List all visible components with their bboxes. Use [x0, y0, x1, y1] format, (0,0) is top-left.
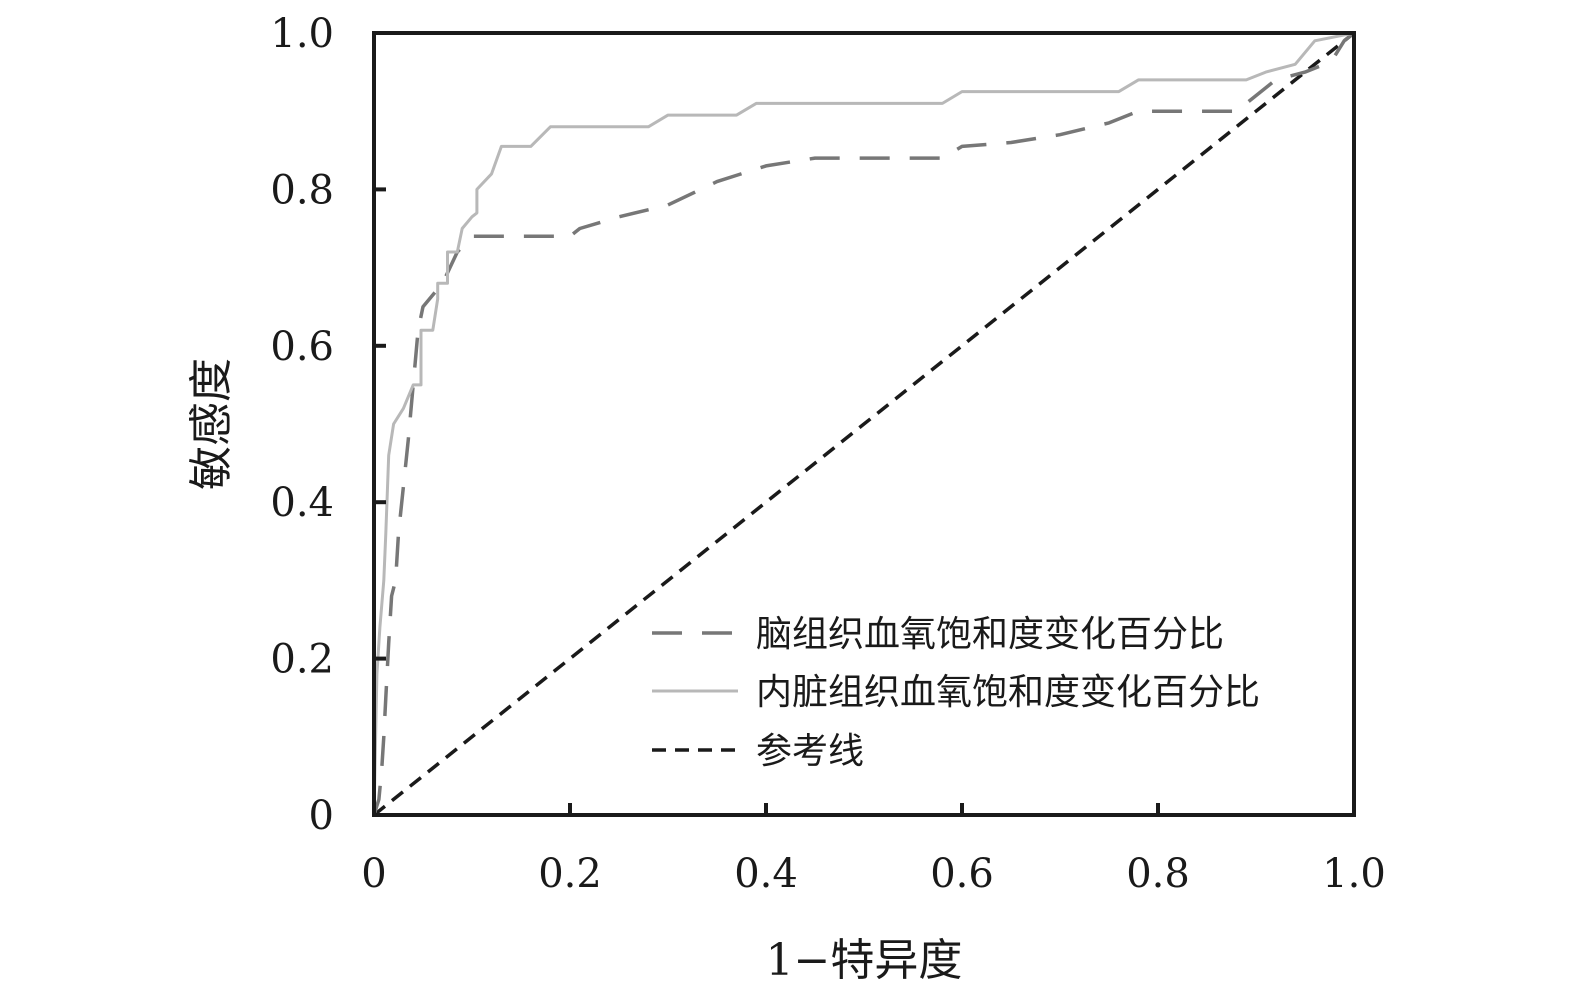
axis-ticks	[374, 187, 1160, 815]
plot-lines	[372, 31, 1356, 817]
legend: 脑组织血氧饱和度变化百分比 内脏组织血氧饱和度变化百分比 参考线	[652, 614, 1260, 772]
x-tick-label-5: 1.0	[1322, 851, 1386, 897]
series-line-2	[372, 31, 1356, 817]
y-tick-label-1: 0.2	[270, 637, 334, 683]
y-tick-label-3: 0.6	[270, 324, 334, 370]
legend-label-visceral: 内脏组织血氧饱和度变化百分比	[756, 672, 1260, 713]
series-line-1	[372, 31, 1355, 816]
y-tick-label-4: 0.8	[270, 167, 334, 213]
x-tick-label-0: 0	[361, 851, 386, 897]
y-axis-title: 敏感度	[186, 358, 237, 490]
legend-label-reference: 参考线	[756, 731, 864, 772]
series-line-0	[372, 31, 1356, 816]
y-tick-label-0: 0	[309, 793, 334, 839]
plot-frame	[372, 31, 1356, 817]
x-tick-label-2: 0.4	[734, 851, 798, 897]
x-axis-title: 1−特异度	[766, 935, 963, 986]
y-tick-label-5: 1.0	[270, 11, 334, 57]
x-tick-label-4: 0.8	[1126, 851, 1190, 897]
x-tick-label-3: 0.6	[930, 851, 994, 897]
y-tick-label-2: 0.4	[270, 480, 334, 526]
x-tick-label-1: 0.2	[538, 851, 602, 897]
axis-tick-labels: 0 0.2 0.4 0.6 0.8 1.0 0 0.2 0.4 0.6 0.8 1.0	[270, 11, 1385, 897]
legend-label-brain: 脑组织血氧饱和度变化百分比	[756, 614, 1224, 655]
